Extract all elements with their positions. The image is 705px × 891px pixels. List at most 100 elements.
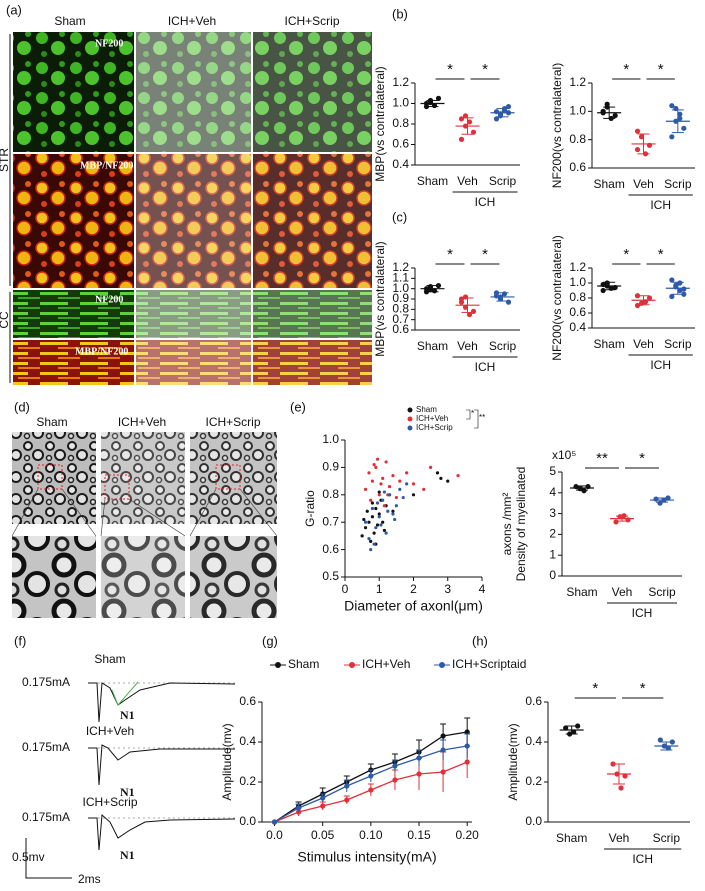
data-point <box>393 517 397 522</box>
y-tick-label: 0.2 <box>525 774 542 788</box>
data-point <box>372 542 376 546</box>
data-point <box>563 725 569 731</box>
x-tick-label: Veh <box>457 339 478 353</box>
data-point <box>363 520 368 524</box>
data-point <box>374 506 378 511</box>
x-tick-label: Sham <box>593 177 624 191</box>
data-point <box>456 474 460 478</box>
legend-label: ICH+Scrip <box>416 423 453 432</box>
data-point <box>600 287 606 294</box>
y-tick-label: 0.6 <box>392 137 409 151</box>
data-point <box>440 747 446 753</box>
x-tick-label: Veh <box>612 585 633 599</box>
panel-label: (h) <box>472 633 488 648</box>
y-tick-label: 0.7 <box>392 312 409 326</box>
y-tick-label: 1.2 <box>569 260 586 274</box>
group-label: ICH <box>650 198 671 212</box>
data-point <box>439 476 443 480</box>
data-point <box>446 479 450 483</box>
data-point <box>634 146 641 153</box>
histology-grid: Sham ICH+Veh ICH+Scrip NF200 MBP/NF200 N… <box>0 14 372 385</box>
column-label: ICH+Veh <box>168 14 216 28</box>
y-tick-label: 0.6 <box>239 694 256 708</box>
y-tick-label: 1 <box>549 547 556 561</box>
x-axis-label: Diameter of axonl(μm) <box>344 598 483 614</box>
data-point <box>677 280 683 286</box>
column-label: ICH+Scrip <box>284 14 339 28</box>
stain-label: MBP/NF200 <box>75 346 128 357</box>
data-point <box>681 291 687 297</box>
legend-marker <box>407 407 413 413</box>
y-tick-label: 0.9 <box>392 291 409 305</box>
group-label: ICH <box>475 195 496 209</box>
data-point <box>377 490 381 494</box>
data-point <box>505 103 512 110</box>
data-point <box>669 739 675 745</box>
data-point <box>381 498 385 502</box>
image <box>253 340 372 385</box>
data-point <box>374 526 378 530</box>
data-point <box>398 487 402 491</box>
data-point <box>391 509 395 513</box>
stain-label: NF200 <box>95 38 123 49</box>
panel-label: (f) <box>14 633 26 648</box>
data-point <box>362 517 366 522</box>
data-point <box>571 729 577 735</box>
peak-label: N1 <box>120 785 135 799</box>
y-tick-label: 2 <box>549 527 556 541</box>
y-tick-label: 0.6 <box>569 305 586 319</box>
y-tick-label: 4 <box>549 485 556 499</box>
y-tick-label: 0.6 <box>525 694 542 708</box>
y-tick-label: 1.1 <box>392 271 409 285</box>
panel-label: (b) <box>392 6 408 21</box>
data-point <box>394 504 398 508</box>
significance-label: * <box>447 246 453 263</box>
data-point <box>368 787 374 793</box>
legend-marker <box>275 662 281 668</box>
stimulus-label: 0.175mA <box>22 810 70 824</box>
y-tick-label: 0.8 <box>322 487 339 501</box>
x-tick-label: 2 <box>410 582 417 596</box>
y-axis-label: MBP(vs contralateral) <box>373 241 387 356</box>
data-point <box>669 293 675 300</box>
zoom-box <box>104 474 130 500</box>
image <box>12 536 96 618</box>
y-tick-label: 0.6 <box>392 322 409 336</box>
y-tick-label: 0.8 <box>392 302 409 316</box>
data-point <box>382 504 386 508</box>
data-point <box>363 526 368 530</box>
data-point <box>384 531 388 535</box>
image <box>253 154 372 288</box>
x-tick-label: Veh <box>633 337 654 351</box>
y-tick-label: 0.4 <box>392 157 409 171</box>
data-point <box>501 108 508 114</box>
image <box>190 432 277 524</box>
scale-bar <box>25 838 72 879</box>
data-point <box>470 129 477 135</box>
significance-label: * <box>482 246 488 263</box>
data-point <box>401 495 405 500</box>
image <box>101 432 185 524</box>
zoom-box <box>37 464 63 490</box>
data-point <box>634 128 641 134</box>
column-label: Sham <box>54 14 85 28</box>
data-point <box>369 498 373 502</box>
x-tick-label: Scrip <box>489 174 517 188</box>
data-point <box>681 125 687 131</box>
data-point <box>370 506 374 511</box>
image <box>101 536 185 618</box>
x-tick-label: 1 <box>376 582 383 596</box>
data-point <box>369 539 373 543</box>
significance-label: * <box>639 450 645 467</box>
legend-label: ICH+Scriptaid <box>452 657 526 671</box>
y-axis-label: Density of myelinated <box>514 467 528 582</box>
data-point <box>440 733 446 739</box>
data-point <box>681 286 687 292</box>
data-point <box>375 523 380 527</box>
x-tick-label: Scrip <box>664 337 692 351</box>
trace-label: Sham <box>94 652 125 666</box>
em-images: Sham ICH+Veh ICH+Scrip <box>11 415 278 618</box>
data-point <box>665 745 671 751</box>
legend-marker <box>349 662 355 668</box>
